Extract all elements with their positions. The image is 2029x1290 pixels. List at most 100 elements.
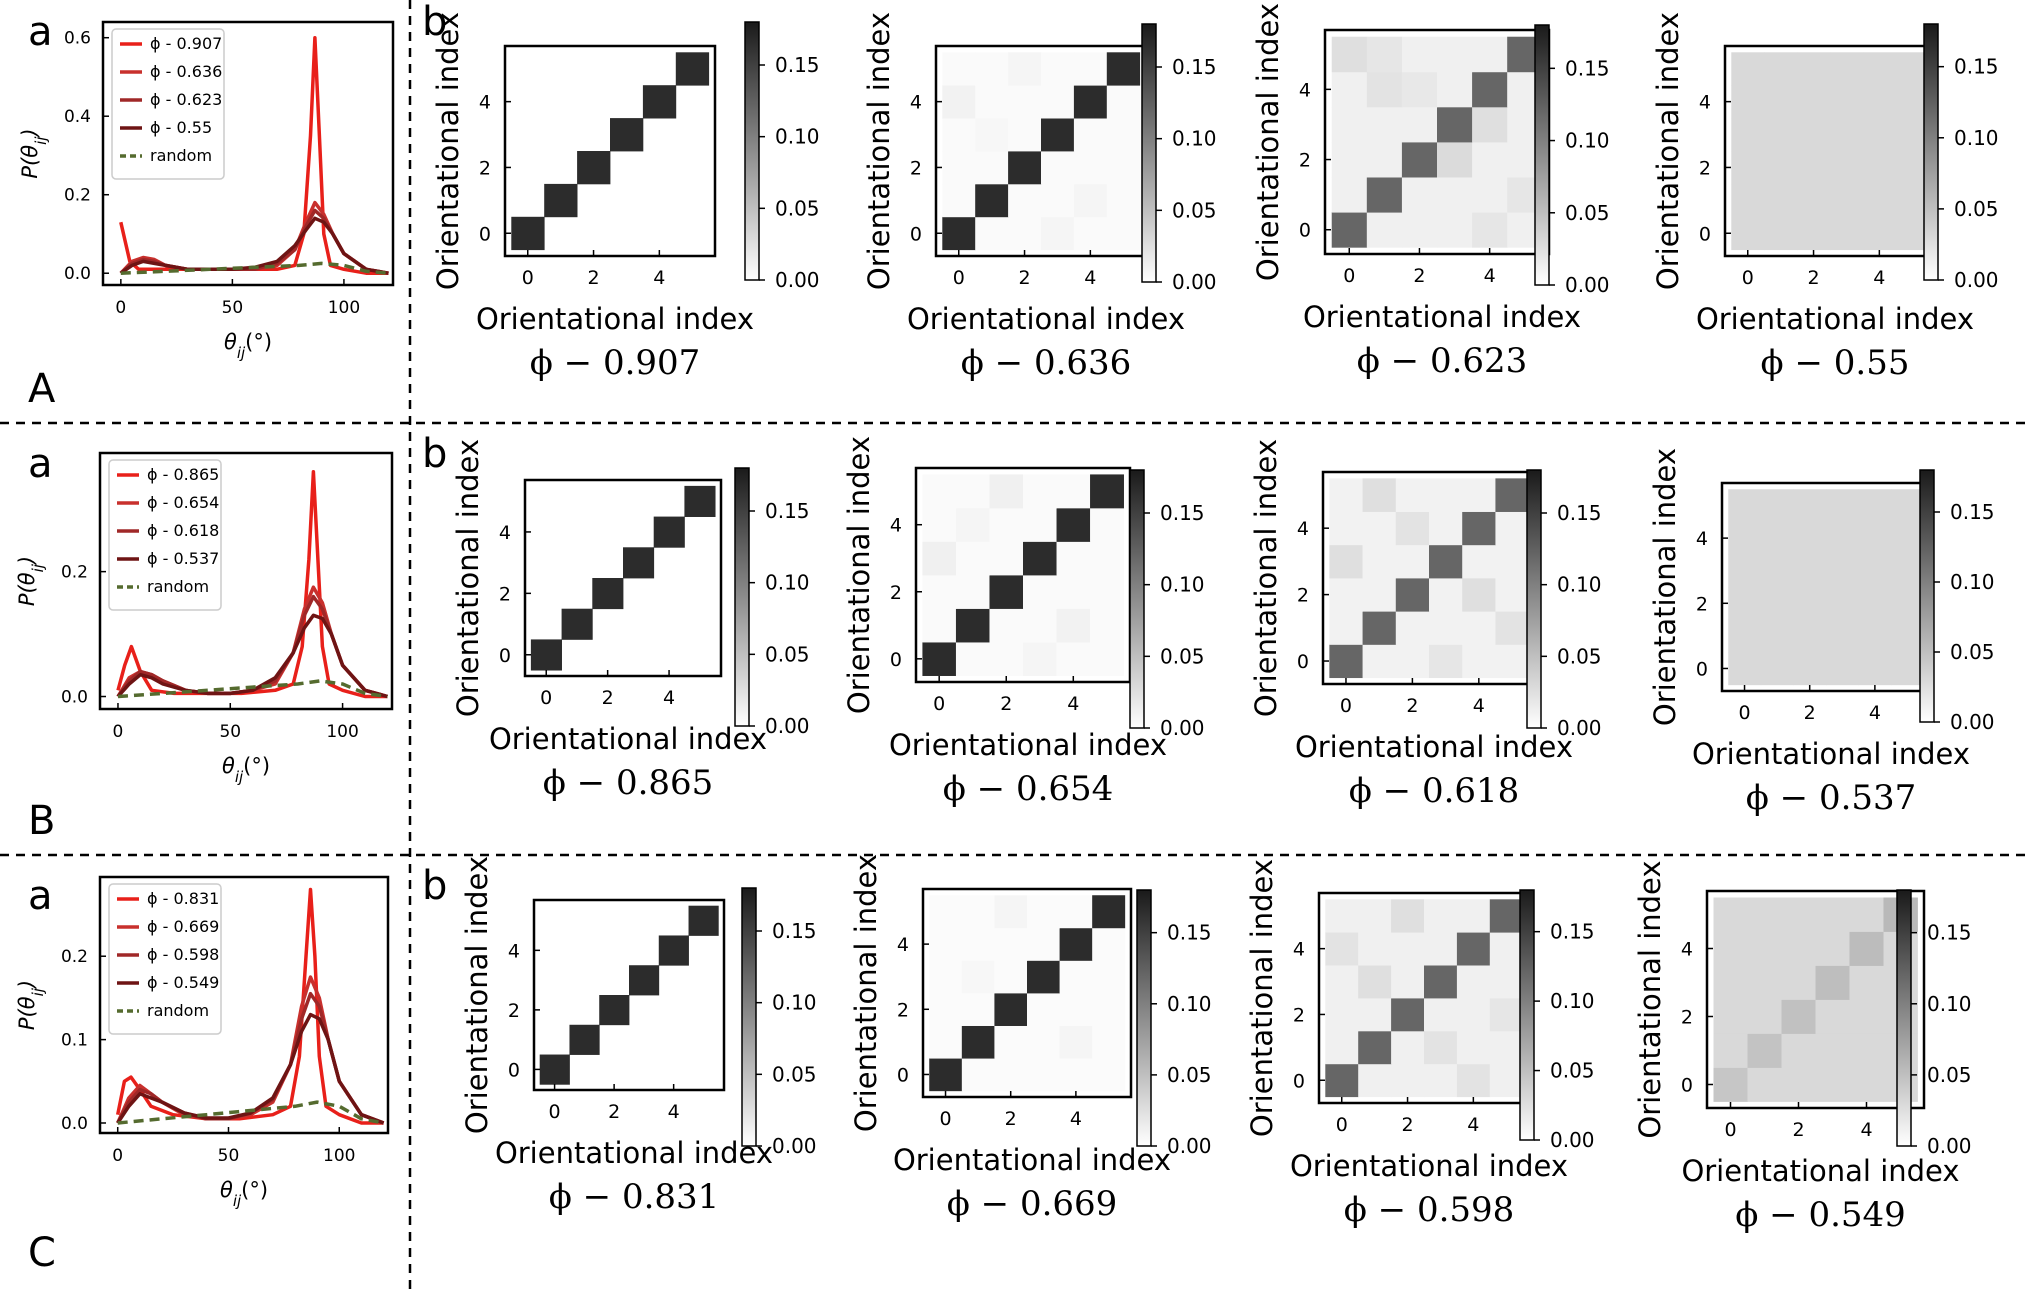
- y-tick-label: 2: [1699, 157, 1711, 179]
- y-tick-label: 4: [508, 940, 520, 962]
- panel-label-b: b: [422, 863, 447, 909]
- heatmap-cell: [1797, 216, 1831, 251]
- heatmap-cell: [1059, 960, 1093, 994]
- legend-label: ϕ - 0.907: [150, 34, 222, 53]
- colorbar-tick-label: 0.05: [1172, 198, 1217, 222]
- colorbar-tick-label: 0.15: [1167, 921, 1212, 945]
- heatmap-caption: ϕ − 0.865: [543, 763, 714, 803]
- heatmap-cell: [1862, 118, 1897, 152]
- x-tick-label: 0: [933, 693, 945, 715]
- y-tick-label: 4: [1681, 939, 1693, 961]
- heatmap-cell: [610, 118, 644, 152]
- heatmap-cell: [1472, 212, 1508, 248]
- heatmap-cell: [1106, 52, 1141, 86]
- x-axis-label: Orientational index: [1681, 1154, 1959, 1188]
- heatmap-cell: [1826, 554, 1859, 588]
- heatmap-cell: [1041, 183, 1075, 218]
- heatmap-cell: [989, 507, 1024, 542]
- heatmap-cell: [1092, 960, 1126, 994]
- y-tick-label: 4: [910, 92, 922, 114]
- heatmap-cell: [1731, 85, 1765, 119]
- heatmap-cell: [642, 85, 677, 119]
- heatmap-cell: [1858, 652, 1892, 686]
- x-tick-label: 0: [522, 267, 534, 289]
- panel-label-a: a: [28, 873, 53, 919]
- y-tick-label: 0.0: [64, 264, 91, 284]
- heatmap-cell: [1401, 71, 1438, 108]
- heatmap-cell: [922, 541, 957, 576]
- heatmap-cell: [1797, 118, 1831, 152]
- legend-label: ϕ - 0.537: [147, 549, 219, 568]
- heatmap-cell: [942, 85, 976, 119]
- heatmap-cell: [1008, 151, 1042, 185]
- x-tick-label: 2: [1402, 1114, 1414, 1136]
- legend-label: random: [147, 577, 209, 596]
- y-tick-label: 4: [1293, 939, 1305, 961]
- heatmap-cell: [1073, 85, 1108, 119]
- heatmap-cell: [1815, 931, 1850, 966]
- heatmap-cell: [1815, 897, 1850, 932]
- heatmap-cell: [577, 151, 611, 185]
- heatmap-cell: [1331, 36, 1368, 73]
- heatmap-cell: [675, 52, 710, 86]
- heatmap-cell: [1764, 216, 1798, 251]
- x-tick-label: 0: [115, 298, 126, 318]
- series-line-0.549: [116, 1012, 385, 1125]
- heatmap-cell: [629, 965, 660, 996]
- heatmap-cell: [1059, 895, 1093, 929]
- heatmap-cell: [1092, 895, 1126, 929]
- heatmap-cell: [1472, 142, 1508, 178]
- heatmap-cell: [1731, 183, 1765, 218]
- heatmap-cell: [922, 642, 957, 676]
- heatmap-cell: [1764, 85, 1798, 119]
- colorbar-tick-label: 0.15: [775, 53, 820, 77]
- plot-frame: [101, 20, 395, 287]
- legend-label: ϕ - 0.669: [147, 917, 219, 936]
- y-tick-label: 4: [499, 522, 511, 544]
- heatmap-cell: [684, 485, 716, 517]
- heatmap-cell: [1331, 142, 1368, 178]
- colorbar-tick-label: 0.00: [1550, 1128, 1595, 1152]
- heatmap-cell: [1391, 1063, 1425, 1098]
- heatmap-cell: [1830, 151, 1864, 185]
- heatmap-cell: [929, 1025, 963, 1059]
- y-tick-label: 0: [897, 1064, 909, 1086]
- heatmap-cell: [1456, 1030, 1491, 1065]
- y-tick-label: 0.2: [61, 563, 88, 583]
- heatmap-cell: [994, 1025, 1028, 1059]
- heatmap-panel-7: 0 0 2 2 4 4 Orientational index Orientational i…: [1249, 439, 1602, 811]
- heatmap-cell: [1325, 932, 1359, 966]
- heatmap-cell: [1747, 1067, 1782, 1102]
- heatmap-cell: [1059, 927, 1093, 961]
- heatmap-cell: [955, 507, 990, 542]
- x-tick-label: 0: [1724, 1119, 1736, 1141]
- heatmap-cell: [1395, 644, 1430, 679]
- heatmap-cell: [1023, 474, 1057, 509]
- heatmap-cell: [1456, 899, 1491, 933]
- y-tick-label: 0.0: [61, 1114, 88, 1134]
- colorbar-tick-label: 0.00: [772, 1134, 817, 1158]
- x-tick-label: 4: [1084, 267, 1096, 289]
- heatmap-cell: [1472, 106, 1508, 143]
- y-tick-label: 0: [890, 649, 902, 671]
- heatmap-cell: [1056, 642, 1091, 676]
- heatmap-cell: [975, 52, 1009, 86]
- heatmap-cell: [1858, 489, 1892, 523]
- x-tick-label: 0: [953, 267, 965, 289]
- line-chart-A: a A 0 50 100 0.0 0.2 0.4 0.6 θij(°) P(θij) ϕ - 0.90…: [18, 9, 395, 412]
- colorbar: [1136, 889, 1152, 1147]
- heatmap-cell: [1437, 36, 1473, 73]
- heatmap-cell: [1023, 642, 1057, 676]
- heatmap-cell: [1495, 478, 1530, 512]
- colorbar-tick-label: 0.00: [1557, 716, 1602, 740]
- heatmap-cell: [1041, 118, 1075, 152]
- heatmap-cell: [1495, 644, 1530, 679]
- colorbar-tick-label: 0.10: [775, 125, 820, 149]
- heatmap-cell: [994, 960, 1028, 994]
- row-label-C: C: [28, 1230, 56, 1276]
- y-tick-label: 0.6: [64, 29, 91, 49]
- series-line-0.55: [119, 216, 389, 275]
- heatmap-cell: [1781, 1033, 1816, 1068]
- x-axis-label: θij(°): [224, 330, 272, 362]
